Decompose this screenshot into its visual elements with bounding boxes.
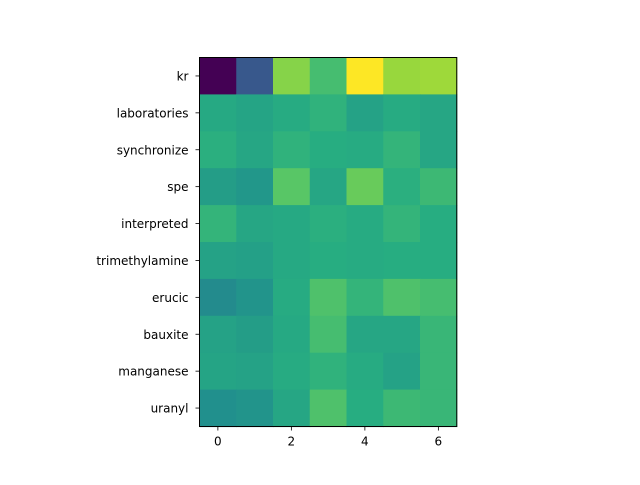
y-tick-label: synchronize <box>117 143 189 157</box>
heatmap-cell <box>383 352 421 391</box>
heatmap-cell <box>273 205 311 243</box>
heatmap-cell <box>346 389 384 428</box>
heatmap-cell <box>420 57 458 95</box>
x-axis: 0 2 4 6 <box>214 426 443 449</box>
heatmap-cell <box>236 389 274 428</box>
x-tick-label: 0 <box>214 435 222 449</box>
y-axis: kr laboratories synchronize spe interpreted t… <box>96 69 200 416</box>
heatmap-cell <box>273 352 311 391</box>
heatmap-cell <box>383 389 421 428</box>
heatmap-cell <box>383 205 421 243</box>
heatmap-cell <box>346 242 384 280</box>
heatmap-cell <box>309 315 348 354</box>
heatmap-cell <box>420 389 458 428</box>
heatmap-cell <box>273 57 311 95</box>
heatmap-cell <box>199 57 237 95</box>
heatmap-cell <box>236 242 274 280</box>
y-tick-label: bauxite <box>143 328 188 342</box>
x-tick-label: 4 <box>361 435 369 449</box>
heatmap-cell <box>420 131 458 169</box>
heatmap-cell <box>236 352 274 391</box>
heatmap-cell <box>199 168 237 206</box>
heatmap-cell <box>383 315 421 354</box>
heatmap-cell <box>309 57 348 95</box>
heatmap-cell <box>420 94 458 132</box>
heatmap-cell <box>236 94 274 132</box>
heatmap-cell <box>273 389 311 428</box>
heatmap-cell <box>346 57 384 95</box>
heatmap-cell <box>199 389 237 428</box>
heatmap-cell <box>346 168 384 206</box>
heatmap-cell <box>383 242 421 280</box>
heatmap-cell <box>199 352 237 391</box>
heatmap-cell <box>383 57 421 95</box>
heatmap-cells <box>199 57 458 428</box>
heatmap-cell <box>236 315 274 354</box>
heatmap-cell <box>383 94 421 132</box>
heatmap-cell <box>236 131 274 169</box>
heatmap-cell <box>199 205 237 243</box>
heatmap-cell <box>309 389 348 428</box>
heatmap-cell <box>199 315 237 354</box>
heatmap-cell <box>309 94 348 132</box>
x-tick-label: 6 <box>435 435 443 449</box>
plot-frame <box>199 57 458 427</box>
heatmap-cell <box>199 94 237 132</box>
heatmap-cell <box>420 352 458 391</box>
y-tick-label: kr <box>177 69 189 83</box>
heatmap-cell <box>273 278 311 317</box>
y-tick-label: spe <box>167 180 188 194</box>
heatmap-cell <box>383 131 421 169</box>
x-tick-label: 2 <box>288 435 296 449</box>
heatmap-cell <box>346 205 384 243</box>
heatmap-cell <box>273 131 311 169</box>
y-tick-label: erucic <box>152 291 188 305</box>
heatmap-cell <box>383 278 421 317</box>
heatmap-cell <box>309 205 348 243</box>
y-tick-label: interpreted <box>121 217 188 231</box>
heatmap-cell <box>420 315 458 354</box>
heatmap-cell <box>383 168 421 206</box>
heatmap-cell <box>236 278 274 317</box>
heatmap-cell <box>273 315 311 354</box>
heatmap-cell <box>346 278 384 317</box>
heatmap-cell <box>309 278 348 317</box>
y-tick-label: trimethylamine <box>96 254 188 268</box>
heatmap-cell <box>309 352 348 391</box>
heatmap-cell <box>199 242 237 280</box>
y-tick-label: manganese <box>118 365 188 379</box>
heatmap-cell <box>273 168 311 206</box>
heatmap-cell <box>199 278 237 317</box>
heatmap-cell <box>273 242 311 280</box>
heatmap-cell <box>236 205 274 243</box>
heatmap-cell <box>309 168 348 206</box>
heatmap-cell <box>199 131 237 169</box>
heatmap-cell <box>309 242 348 280</box>
heatmap-cell <box>309 131 348 169</box>
heatmap-cell <box>273 94 311 132</box>
heatmap-cell <box>236 57 274 95</box>
heatmap-cell <box>346 131 384 169</box>
heatmap-cell <box>420 168 458 206</box>
heatmap-cell <box>420 205 458 243</box>
heatmap-cell <box>420 242 458 280</box>
heatmap-cell <box>346 352 384 391</box>
heatmap-cell <box>236 168 274 206</box>
y-tick-label: laboratories <box>117 106 189 120</box>
heatmap-cell <box>420 278 458 317</box>
heatmap-cell <box>346 94 384 132</box>
y-tick-label: uranyl <box>151 402 189 416</box>
heatmap-cell <box>346 315 384 354</box>
